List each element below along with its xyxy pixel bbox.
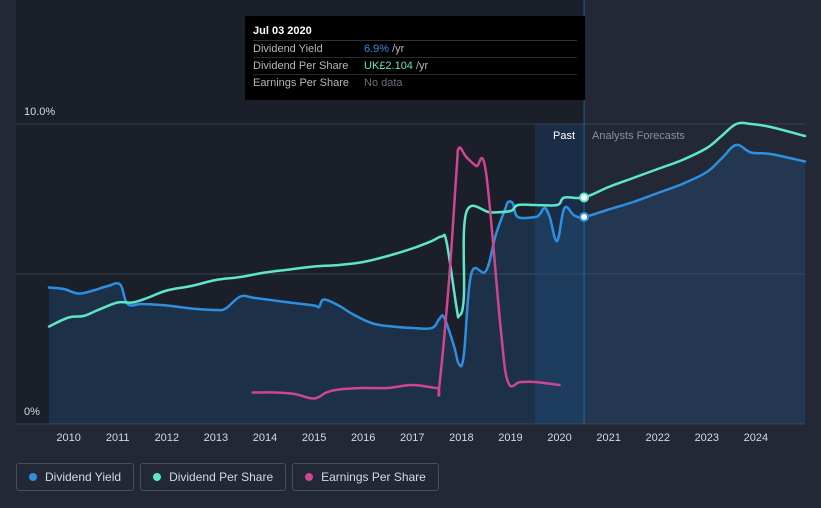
x-tick-label: 2013	[204, 432, 228, 444]
tooltip-row-earnings-per-share: Earnings Per Share No data	[253, 75, 577, 91]
x-tick-label: 2015	[302, 432, 326, 444]
series-line-dividend-per-share	[47, 121, 807, 328]
legend-label: Earnings Per Share	[321, 470, 426, 484]
legend-label: Dividend Per Share	[169, 470, 274, 484]
tooltip-value: No data	[364, 77, 403, 89]
x-tick-label: 2022	[645, 432, 669, 444]
x-tick-label: 2010	[56, 432, 80, 444]
legend-label: Dividend Yield	[45, 470, 122, 484]
legend-item-earnings-per-share[interactable]: Earnings Per Share	[292, 463, 439, 491]
x-tick-label: 2024	[744, 432, 768, 444]
x-tick-label: 2017	[400, 432, 424, 444]
highlight-point	[579, 192, 590, 203]
highlight-point	[579, 212, 590, 222]
forecast-label: Analysts Forecasts	[592, 130, 685, 142]
tooltip-unit: /yr	[392, 43, 405, 55]
tooltip-value: 6.9%	[364, 43, 390, 55]
legend-dot-icon	[29, 473, 37, 481]
tooltip-unit: /yr	[415, 60, 429, 72]
legend-item-dividend-per-share[interactable]: Dividend Per Share	[140, 463, 287, 491]
legend-dot-icon	[305, 473, 314, 481]
x-tick-label: 2023	[695, 432, 719, 444]
series-line-earnings-per-share	[251, 146, 561, 400]
legend-dot-icon	[153, 473, 162, 481]
tooltip-label: Dividend Per Share	[253, 60, 349, 72]
x-tick-label: 2012	[155, 432, 179, 444]
past-label: Past	[553, 130, 576, 142]
tooltip-label: Earnings Per Share	[253, 77, 349, 89]
x-tick-label: 2021	[596, 432, 620, 444]
x-tick-label: 2011	[106, 432, 130, 444]
tooltip-row-dividend-per-share: Dividend Per Share UK£2.104 /yr	[253, 58, 577, 75]
x-tick-label: 2019	[498, 432, 522, 444]
tooltip: Jul 03 2020 Dividend Yield 6.9% /yr Divi…	[245, 16, 585, 100]
x-tick-label: 2020	[547, 432, 571, 444]
tooltip-label: Dividend Yield	[253, 43, 323, 55]
legend: Dividend Yield Dividend Per Share Earnin…	[16, 463, 439, 491]
x-tick-label: 2014	[253, 432, 277, 444]
series-line-dividend-yield	[47, 143, 807, 368]
y-axis-label-top: 10.0%	[24, 106, 56, 118]
x-tick-label: 2018	[449, 432, 473, 444]
tooltip-row-dividend-yield: Dividend Yield 6.9% /yr	[253, 41, 577, 58]
tooltip-date: Jul 03 2020	[253, 22, 577, 41]
series-area-dividend-yield	[49, 144, 805, 424]
legend-item-dividend-yield[interactable]: Dividend Yield	[16, 463, 135, 491]
x-tick-label: 2016	[351, 432, 375, 444]
tooltip-value: UK£2.104	[364, 60, 413, 72]
y-axis-label-bottom: 0%	[24, 406, 40, 418]
